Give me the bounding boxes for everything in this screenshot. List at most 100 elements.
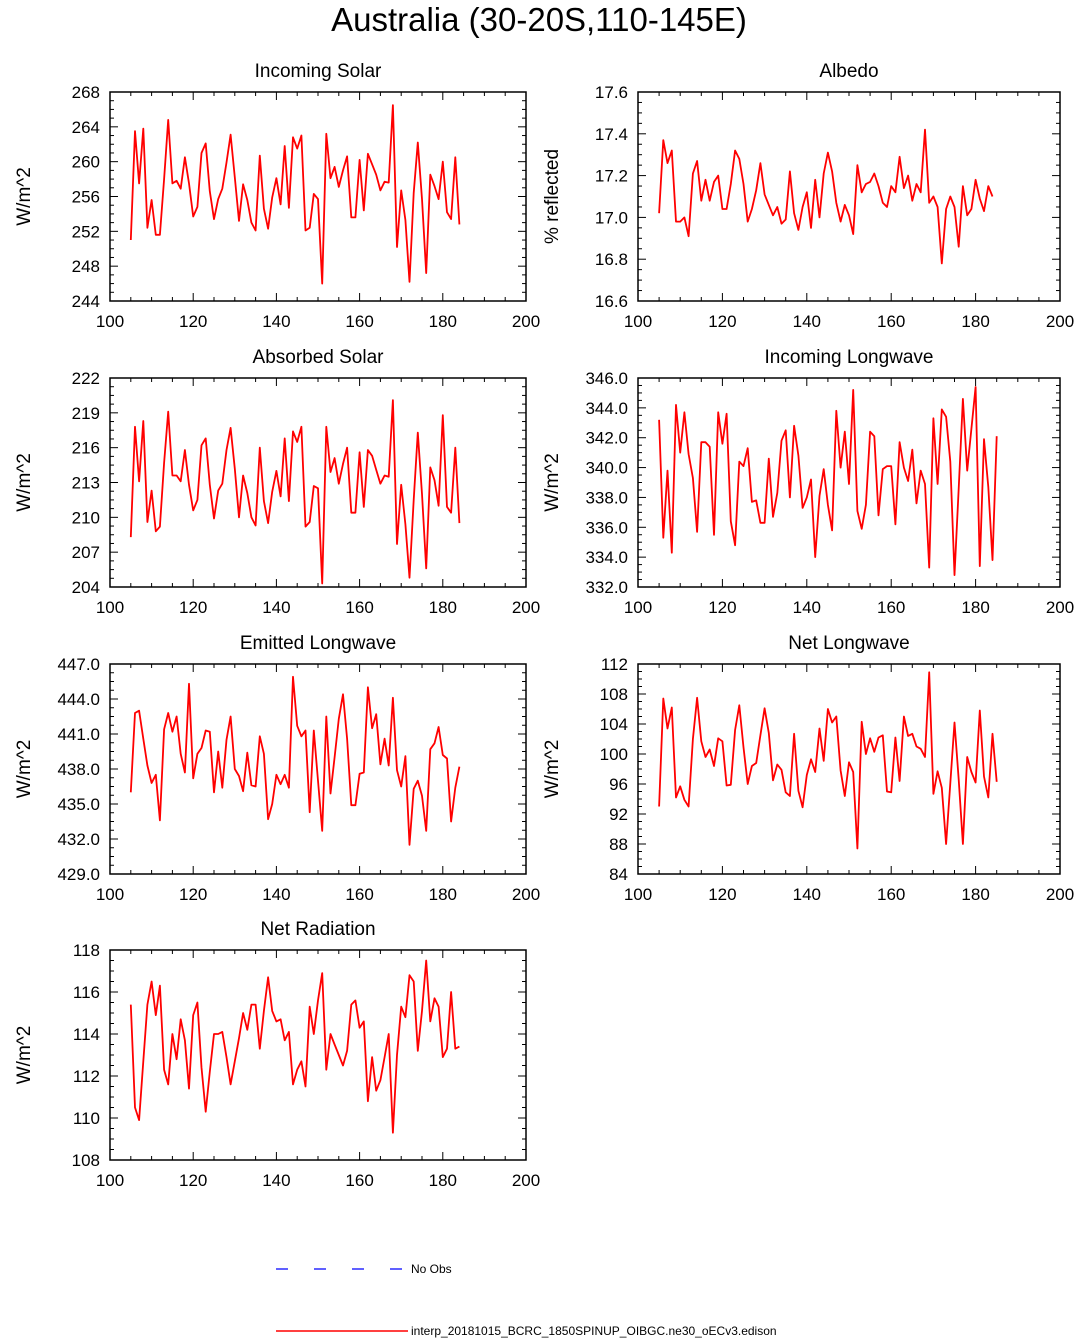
y-tick-label: 16.6: [595, 292, 628, 311]
x-tick-label: 180: [961, 312, 989, 331]
y-axis-label: W/m^2: [14, 1026, 35, 1085]
series-line: [129, 959, 460, 1134]
figure-title: Australia (30-20S,110-145E): [331, 1, 747, 38]
x-tick-label: 120: [708, 885, 736, 904]
y-tick-label: 17.4: [595, 125, 628, 144]
x-tick-label: 140: [262, 312, 290, 331]
x-tick-label: 180: [429, 312, 457, 331]
x-tick-label: 140: [262, 885, 290, 904]
plot-frame: [637, 377, 1061, 588]
panel-3: Absorbed Solar W/m^2 100 120 140 160 180 200 204…: [14, 347, 540, 617]
y-tick-label: 268: [72, 83, 100, 102]
x-tick-label: 200: [512, 598, 540, 617]
y-tick-label: 264: [72, 118, 100, 137]
panel-5: Emitted Longwave W/m^2 100 120 140 160 180 200 4…: [14, 633, 540, 904]
y-tick-label: 336.0: [585, 518, 628, 537]
y-tick-label: 248: [72, 257, 100, 276]
x-tick-label: 100: [96, 312, 124, 331]
x-tick-label: 120: [179, 312, 207, 331]
y-tick-label: 441.0: [57, 725, 100, 744]
x-tick-label: 180: [961, 598, 989, 617]
x-tick-label: 140: [262, 1171, 290, 1190]
x-tick-label: 180: [429, 1171, 457, 1190]
x-tick-label: 180: [429, 885, 457, 904]
x-tick-label: 140: [793, 885, 821, 904]
series-line: [658, 386, 998, 576]
x-tick-label: 120: [708, 312, 736, 331]
x-tick-label: 120: [708, 598, 736, 617]
plot-frame: [109, 663, 527, 875]
y-axis-label: % reflected: [542, 149, 563, 244]
x-tick-label: 160: [877, 885, 905, 904]
y-tick-label: 438.0: [57, 760, 100, 779]
x-tick-label: 120: [179, 885, 207, 904]
panel-title: Net Longwave: [788, 633, 909, 654]
x-tick-label: 200: [1046, 885, 1074, 904]
x-tick-label: 160: [877, 312, 905, 331]
x-tick-label: 180: [961, 885, 989, 904]
panel-title: Absorbed Solar: [253, 347, 385, 368]
y-tick-label: 213: [72, 474, 100, 493]
legend-model-label: interp_20181015_BCRC_1850SPINUP_OIBGC.ne…: [411, 1324, 777, 1338]
y-tick-label: 447.0: [57, 655, 100, 674]
y-tick-label: 112: [601, 655, 628, 674]
y-axis-label: W/m^2: [14, 453, 35, 512]
series-line: [129, 104, 461, 285]
x-tick-label: 160: [345, 1171, 373, 1190]
x-tick-label: 120: [179, 598, 207, 617]
x-tick-label: 160: [345, 312, 373, 331]
y-tick-label: 210: [72, 508, 100, 527]
legend-obs-label: No Obs: [411, 1262, 452, 1276]
y-tick-label: 16.8: [595, 250, 628, 269]
y-tick-label: 338.0: [585, 488, 628, 507]
plot-frame: [109, 949, 527, 1161]
y-tick-label: 104: [600, 715, 628, 734]
y-tick-label: 84: [609, 865, 628, 884]
y-tick-label: 244: [72, 292, 100, 311]
x-tick-label: 200: [512, 1171, 540, 1190]
x-tick-label: 100: [96, 598, 124, 617]
y-tick-label: 340.0: [585, 459, 628, 478]
plot-frame: [109, 377, 527, 588]
y-tick-label: 108: [600, 685, 628, 704]
y-tick-label: 116: [73, 983, 100, 1002]
y-tick-label: 346.0: [585, 369, 628, 388]
y-tick-label: 444.0: [57, 690, 100, 709]
x-tick-label: 200: [512, 885, 540, 904]
y-tick-label: 219: [72, 404, 100, 423]
x-tick-label: 200: [1046, 598, 1074, 617]
series-line: [129, 399, 461, 585]
y-tick-label: 432.0: [57, 830, 100, 849]
y-tick-label: 342.0: [585, 429, 628, 448]
y-tick-label: 334.0: [585, 548, 628, 567]
x-tick-label: 160: [345, 598, 373, 617]
y-axis-label: W/m^2: [542, 740, 563, 799]
panel-title: Net Radiation: [260, 919, 375, 940]
y-tick-label: 252: [72, 222, 100, 241]
y-axis-label: W/m^2: [542, 453, 563, 512]
plot-frame: [637, 663, 1061, 875]
y-tick-label: 112: [73, 1067, 100, 1086]
y-tick-label: 88: [609, 835, 628, 854]
y-axis-label: W/m^2: [14, 740, 35, 799]
y-tick-label: 110: [73, 1109, 100, 1128]
y-tick-label: 96: [609, 775, 628, 794]
y-tick-label: 204: [72, 578, 100, 597]
x-tick-label: 100: [96, 885, 124, 904]
y-tick-label: 17.6: [595, 83, 628, 102]
y-tick-label: 332.0: [585, 578, 628, 597]
x-tick-label: 160: [345, 885, 373, 904]
y-tick-label: 207: [72, 543, 100, 562]
panel-title: Albedo: [819, 61, 878, 82]
x-tick-label: 180: [429, 598, 457, 617]
series-line: [658, 671, 998, 850]
y-tick-label: 118: [73, 941, 100, 960]
x-tick-label: 140: [793, 598, 821, 617]
y-tick-label: 222: [72, 369, 100, 388]
x-tick-label: 140: [262, 598, 290, 617]
y-tick-label: 344.0: [585, 399, 628, 418]
x-tick-label: 120: [179, 1171, 207, 1190]
panel-title: Incoming Longwave: [765, 347, 934, 368]
